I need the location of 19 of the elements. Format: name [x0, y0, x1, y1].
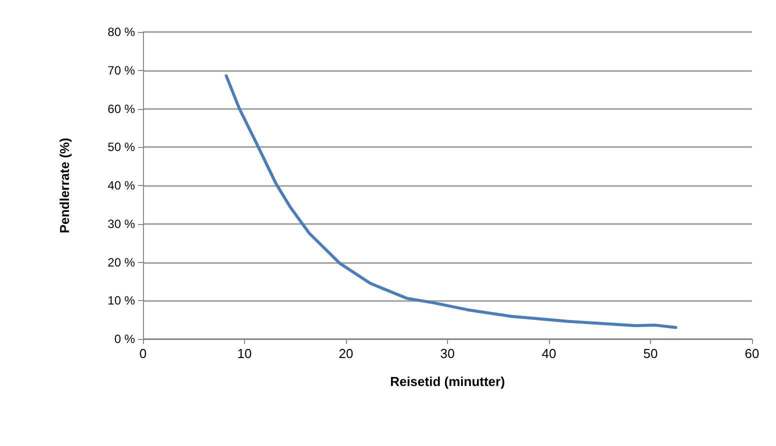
x-tick-label: 30 [440, 346, 455, 361]
x-tick-label: 0 [139, 346, 147, 361]
y-tick-label: 20 % [108, 255, 136, 270]
y-tick-label: 40 % [108, 178, 136, 192]
y-tick-label: 0 % [114, 332, 136, 346]
y-tick-label: 30 % [108, 216, 136, 231]
x-tick-label: 60 [744, 346, 760, 361]
x-tick-label: 40 [542, 346, 556, 361]
x-tick-label: 20 [338, 346, 354, 361]
y-tick-label: 50 % [108, 140, 136, 154]
line-series [224, 74, 678, 329]
y-tick-label: 70 % [108, 63, 136, 78]
x-tick-label: 50 [643, 346, 658, 361]
y-axis-title: Pendlerrate (%) [57, 138, 72, 234]
y-tick-label: 10 % [108, 294, 136, 308]
y-tick-label: 80 % [108, 25, 136, 39]
y-tick-label: 60 % [108, 102, 136, 116]
x-axis-title: Reisetid (minutter) [390, 374, 505, 389]
x-tick-label: 10 [237, 346, 252, 361]
